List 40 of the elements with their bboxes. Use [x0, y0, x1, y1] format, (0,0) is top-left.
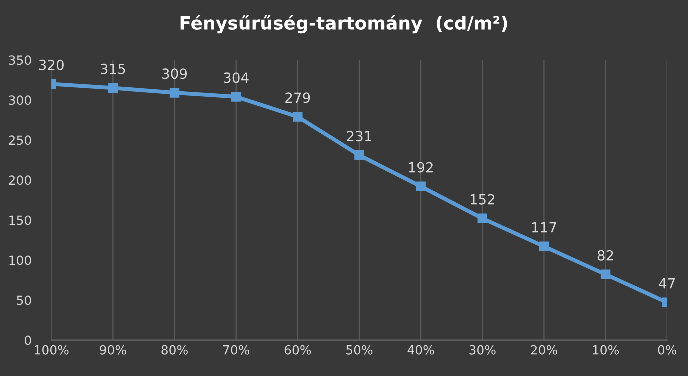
- y-tick-label: 350: [9, 56, 32, 66]
- data-label: 82: [598, 250, 614, 261]
- point: [354, 150, 364, 160]
- x-tick-label: 100%: [35, 345, 69, 355]
- x-tick-label: 30%: [470, 345, 496, 355]
- y-tick-label: 300: [9, 96, 32, 106]
- data-label: 279: [286, 92, 310, 104]
- data-label: 231: [347, 131, 372, 142]
- data-label: 304: [224, 72, 249, 84]
- data-label: 47: [659, 278, 676, 289]
- y-tick-label: 150: [10, 216, 32, 226]
- x-tick-label: 20%: [531, 345, 558, 355]
- x-tick-label: 0%: [658, 345, 677, 355]
- point: [108, 83, 118, 94]
- point: [170, 88, 180, 98]
- x-tick-label: 80%: [162, 345, 188, 355]
- y-tick-label: 0: [25, 336, 32, 346]
- chart-title: Fénysűrűség-tartomány (cd/m²): [180, 15, 508, 34]
- point: [539, 242, 550, 252]
- y-tick-label: 250: [9, 136, 32, 146]
- y-tick-label: 50: [17, 296, 32, 306]
- point: [478, 214, 488, 224]
- data-label: 152: [470, 194, 494, 205]
- y-tick-label: 100: [10, 256, 32, 266]
- data-label: 320: [39, 60, 64, 70]
- data-label: 192: [409, 162, 433, 173]
- x-tick-label: 90%: [100, 345, 126, 355]
- x-tick-label: 50%: [346, 345, 373, 355]
- x-tick-label: 60%: [284, 345, 312, 355]
- point: [416, 182, 426, 192]
- x-tick-label: 70%: [223, 345, 250, 355]
- data-label: 117: [532, 222, 556, 233]
- point: [231, 92, 242, 102]
- x-tick-label: 40%: [408, 345, 434, 355]
- data-label: 315: [100, 64, 126, 74]
- point: [600, 270, 611, 280]
- x-tick-label: 10%: [593, 345, 619, 355]
- data-label: 309: [162, 68, 188, 80]
- point: [293, 112, 303, 122]
- y-tick-label: 200: [9, 176, 32, 186]
